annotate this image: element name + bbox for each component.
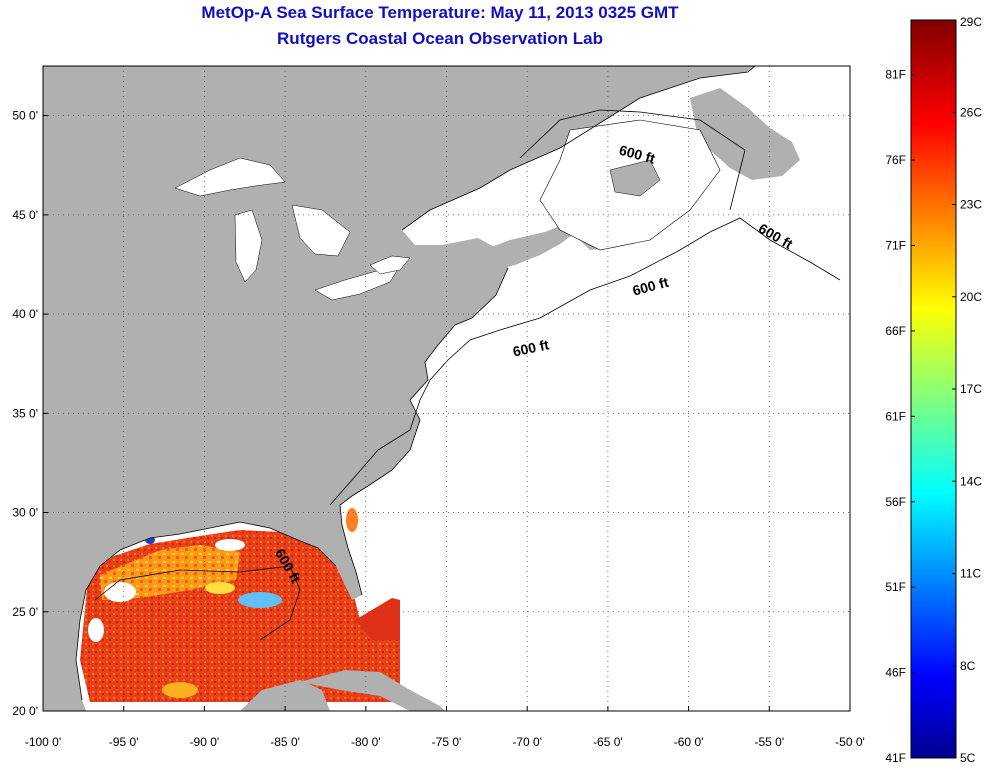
y-tick-label: 40 0' [12, 307, 38, 321]
colorbar-label-c: 11C [960, 567, 981, 581]
x-tick-label: -70 0' [512, 735, 542, 749]
y-tick-label: 35 0' [12, 406, 38, 420]
chart-title: MetOp-A Sea Surface Temperature: May 11,… [201, 3, 679, 22]
y-tick-label: 20 0' [12, 704, 38, 718]
colorbar-label-f: 76F [885, 153, 906, 167]
anticosti-island [609, 159, 661, 197]
y-axis: 20 0' 25 0' 30 0' 35 0' 40 0' 45 0' 50 0' [12, 109, 48, 718]
x-tick-label: -55 0' [754, 735, 784, 749]
colorbar-label-c: 14C [960, 474, 982, 488]
y-tick-label: 25 0' [12, 605, 38, 619]
x-tick-label: -75 0' [432, 735, 462, 749]
x-tick-label: -95 0' [109, 735, 139, 749]
colorbar-label-c: 20C [960, 290, 982, 304]
colorbar-label-c: 26C [960, 105, 982, 119]
y-tick-label: 45 0' [12, 208, 38, 222]
colorbar-label-f: 46F [885, 666, 906, 680]
x-tick-label: -90 0' [190, 735, 220, 749]
colorbar-label-f: 56F [885, 495, 906, 509]
colorbar-label-c: 29C [960, 15, 982, 29]
colorbar-label-f: 51F [885, 580, 906, 594]
x-tick-label: -60 0' [674, 735, 704, 749]
colorbar-label-f: 81F [885, 68, 906, 82]
x-tick-label: -100 0' [25, 735, 61, 749]
colorbar-labels: 29C 26C 23C 20C 17C 14C 11C 8C 5C 81F 76F 71F 66F 61F… [885, 15, 982, 765]
colorbar-label-f: 71F [885, 239, 906, 253]
land-mass [43, 66, 800, 711]
colorbar-label-c: 5C [960, 751, 976, 765]
colorbar-label-f: 66F [885, 324, 906, 338]
colorbar-label-c: 8C [960, 659, 976, 673]
chart-subtitle: Rutgers Coastal Ocean Observation Lab [277, 29, 603, 48]
x-tick-label: -80 0' [351, 735, 381, 749]
coastline [75, 66, 756, 701]
x-tick-label: -50 0' [835, 735, 865, 749]
bathymetry-contour [94, 109, 841, 641]
colorbar-label-c: 23C [960, 198, 982, 212]
x-axis: -100 0' -95 0' -90 0' -85 0' -80 0' -75 0' -70… [25, 706, 865, 749]
contour-label: 600 ft [511, 336, 550, 359]
colorbar [910, 19, 957, 759]
y-tick-label: 30 0' [12, 506, 38, 520]
x-tick-label: -85 0' [270, 735, 300, 749]
great-lakes [174, 157, 411, 301]
colorbar-label-c: 17C [960, 382, 982, 396]
colorbar-label-f: 41F [885, 751, 906, 765]
y-tick-label: 50 0' [12, 109, 38, 123]
x-tick-label: -65 0' [593, 735, 623, 749]
colorbar-label-f: 61F [885, 409, 906, 423]
